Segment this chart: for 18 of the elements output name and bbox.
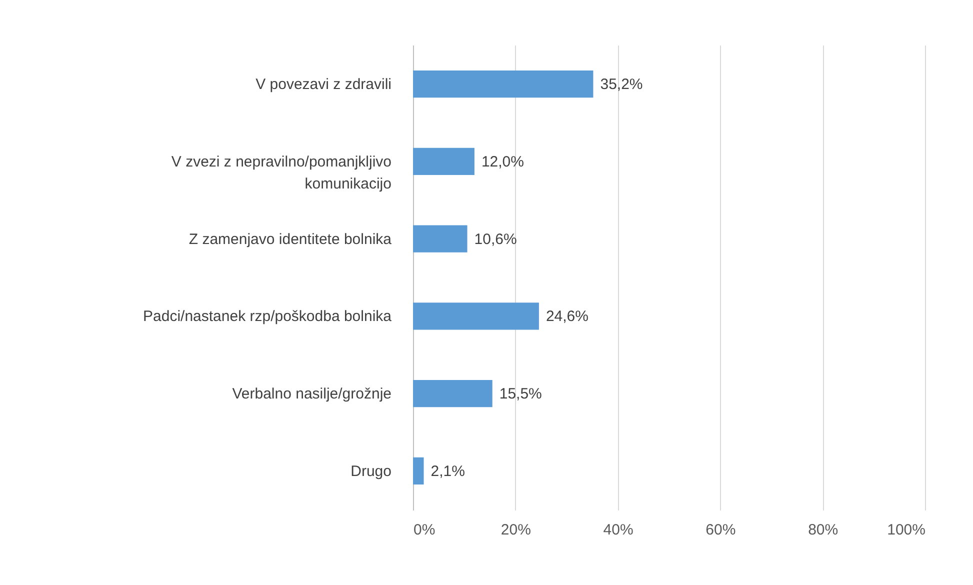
y-tick-label: Drugo (350, 462, 392, 480)
y-tick-label: Z zamenjavo identitete bolnika (188, 230, 392, 248)
data-label: 12,0% (481, 153, 524, 170)
y-tick-label: Padci/nastanek rzp/poškodba bolnika (143, 308, 392, 326)
data-label: 15,5% (499, 386, 542, 403)
y-tick-label: Verbalno nasilje/grožnje (232, 386, 392, 403)
x-tick-label: 0% (414, 522, 436, 538)
x-tick-label: 80% (808, 522, 838, 538)
x-tick-label: 100% (887, 522, 926, 538)
x-tick-label: 60% (706, 522, 736, 538)
y-tick-label: V povezavi z zdravili (256, 76, 392, 94)
y-tick-label: V zvezi z nepravilno/pomanjkljivo komunikacijo (171, 153, 392, 192)
data-label: 35,2% (600, 76, 643, 94)
data-label: 24,6% (546, 308, 588, 326)
data-label: 2,1% (430, 462, 465, 480)
data-label: 10,6% (474, 230, 517, 248)
x-tick-label: 40% (603, 522, 634, 538)
x-tick-label: 20% (500, 522, 531, 538)
